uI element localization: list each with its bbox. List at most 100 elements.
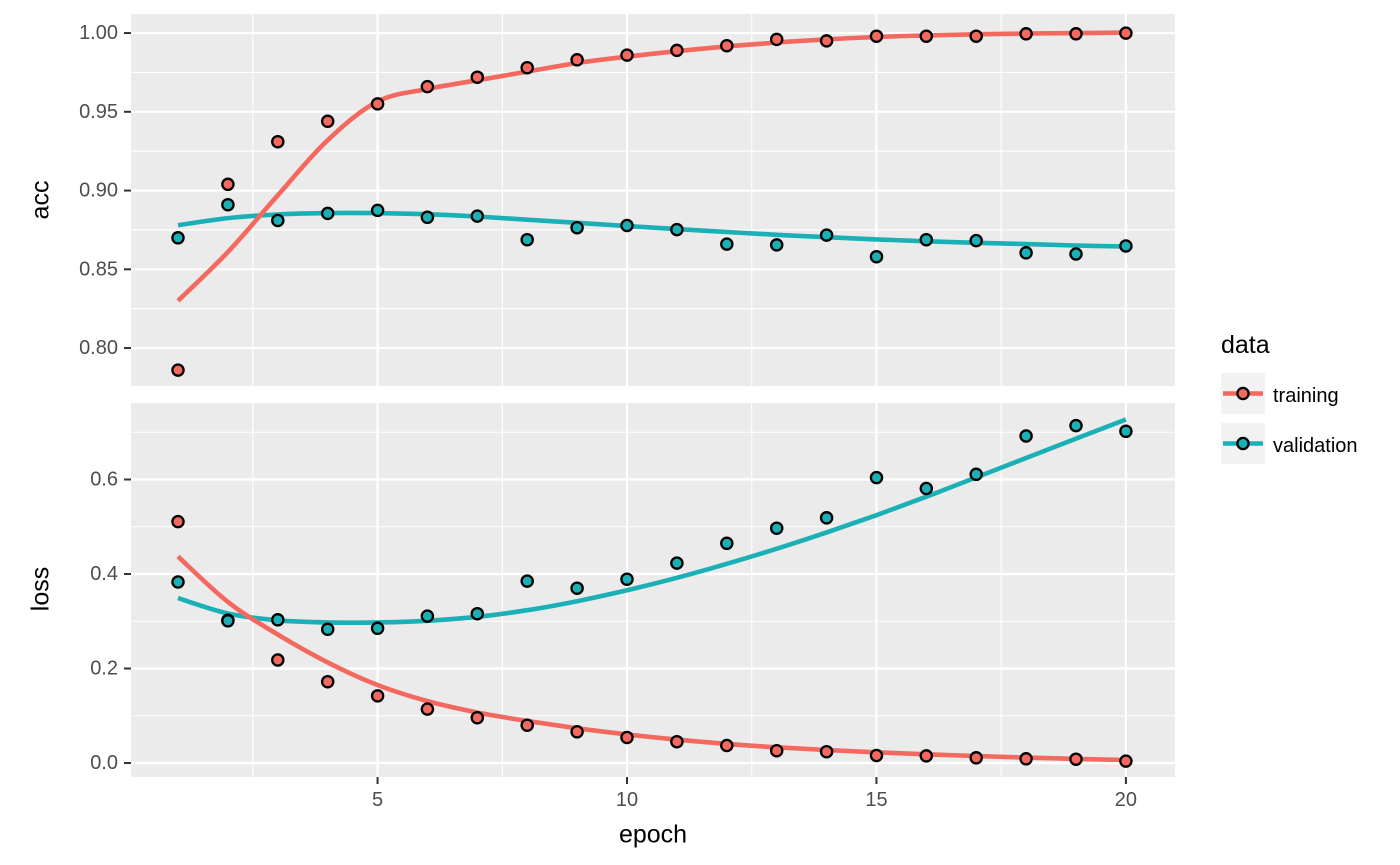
- legend-key-point: [1236, 436, 1250, 451]
- data-point-training: [320, 114, 335, 129]
- data-point-validation: [271, 613, 285, 627]
- data-point-validation: [420, 609, 435, 623]
- legend-key-training-icon: [1221, 373, 1265, 419]
- data-point-validation: [470, 209, 485, 223]
- data-point-training: [271, 134, 285, 149]
- data-point-training: [670, 43, 684, 58]
- legend-key-validation-icon: [1221, 423, 1265, 469]
- y-axis-tick-label: 0.85: [79, 258, 118, 280]
- data-point-training: [370, 97, 385, 111]
- data-point-training: [370, 689, 385, 703]
- data-point-training: [869, 748, 884, 763]
- legend-item-training: training: [1221, 373, 1358, 419]
- data-point-validation: [470, 606, 485, 621]
- data-point-training: [520, 718, 534, 732]
- data-point-training: [171, 363, 185, 377]
- data-point-validation: [869, 470, 884, 485]
- data-point-validation: [869, 249, 884, 264]
- data-point-training: [969, 29, 983, 43]
- legend-key-point: [1236, 386, 1250, 401]
- data-point-training: [720, 38, 734, 53]
- data-point-training: [769, 32, 784, 47]
- data-point-training: [819, 744, 834, 759]
- data-point-training: [1069, 27, 1083, 41]
- data-point-training: [620, 730, 634, 745]
- data-point-training: [570, 53, 584, 67]
- data-point-validation: [1069, 247, 1083, 261]
- data-point-training: [420, 79, 435, 94]
- data-point-training: [271, 653, 285, 667]
- data-point-validation: [320, 206, 335, 221]
- data-point-validation: [919, 232, 934, 247]
- data-point-validation: [620, 572, 634, 586]
- data-point-validation: [221, 197, 235, 212]
- data-point-validation: [570, 220, 584, 235]
- data-point-validation: [1119, 239, 1133, 253]
- x-axis-tick-label: 5: [372, 789, 383, 811]
- y-axis-tick-label: 0.0: [90, 752, 118, 774]
- legend-item-validation: validation: [1221, 423, 1358, 469]
- y-axis-title-acc: acc: [26, 180, 55, 220]
- data-point-validation: [1019, 429, 1033, 443]
- y-axis-tick-label: 0.6: [90, 469, 118, 491]
- data-point-validation: [670, 222, 684, 237]
- data-point-validation: [570, 581, 584, 595]
- data-point-validation: [769, 521, 784, 535]
- data-point-training: [969, 751, 983, 765]
- legend-key-glyph: [1221, 373, 1265, 414]
- data-point-training: [720, 738, 734, 753]
- y-axis-tick-label: 0.90: [79, 180, 118, 202]
- data-point-validation: [221, 614, 235, 628]
- data-point-training: [171, 514, 185, 529]
- data-point-training: [1019, 752, 1033, 766]
- y-axis-tick-label: 0.80: [79, 337, 118, 359]
- data-point-validation: [520, 232, 534, 247]
- data-point-training: [869, 29, 884, 43]
- data-point-training: [470, 710, 485, 725]
- data-point-validation: [320, 622, 335, 637]
- data-point-validation: [370, 203, 385, 218]
- data-point-validation: [171, 231, 185, 245]
- data-point-validation: [819, 511, 834, 525]
- x-axis-tick-label: 10: [616, 789, 638, 811]
- data-point-validation: [420, 210, 435, 225]
- legend-label-validation: validation: [1273, 434, 1358, 457]
- data-point-validation: [1069, 418, 1083, 433]
- data-point-validation: [720, 237, 734, 251]
- data-point-training: [670, 734, 684, 749]
- data-point-training: [620, 48, 634, 62]
- data-point-training: [919, 29, 934, 43]
- data-point-training: [221, 177, 235, 192]
- data-point-training: [1019, 27, 1033, 41]
- y-axis-tick-label: 0.2: [90, 658, 118, 680]
- data-point-training: [919, 749, 934, 763]
- data-point-validation: [520, 574, 534, 588]
- panel-acc: [131, 14, 1175, 386]
- smooth-line-training: [176, 30, 1126, 303]
- data-point-training: [570, 725, 584, 739]
- x-axis-title: epoch: [618, 820, 688, 849]
- panel-loss: [131, 403, 1175, 777]
- data-point-training: [1069, 752, 1083, 766]
- x-axis-tick-label: 20: [1115, 789, 1137, 811]
- data-point-training: [769, 743, 784, 758]
- legend-title: data: [1221, 331, 1270, 359]
- y-axis-tick-label: 1.00: [79, 22, 118, 44]
- data-point-training: [420, 702, 435, 716]
- data-point-training: [470, 70, 485, 84]
- legend-key-glyph: [1221, 423, 1265, 464]
- data-point-validation: [819, 228, 834, 242]
- data-point-training: [320, 674, 335, 689]
- data-point-training: [819, 34, 834, 48]
- data-point-validation: [919, 481, 934, 496]
- data-point-validation: [370, 621, 385, 636]
- data-point-validation: [620, 218, 634, 233]
- x-axis-tick-label: 15: [865, 789, 887, 811]
- data-point-training: [520, 60, 534, 75]
- data-point-validation: [969, 233, 983, 248]
- panel-background: [131, 14, 1175, 386]
- legend-label-training: training: [1273, 384, 1339, 407]
- data-point-validation: [171, 575, 185, 589]
